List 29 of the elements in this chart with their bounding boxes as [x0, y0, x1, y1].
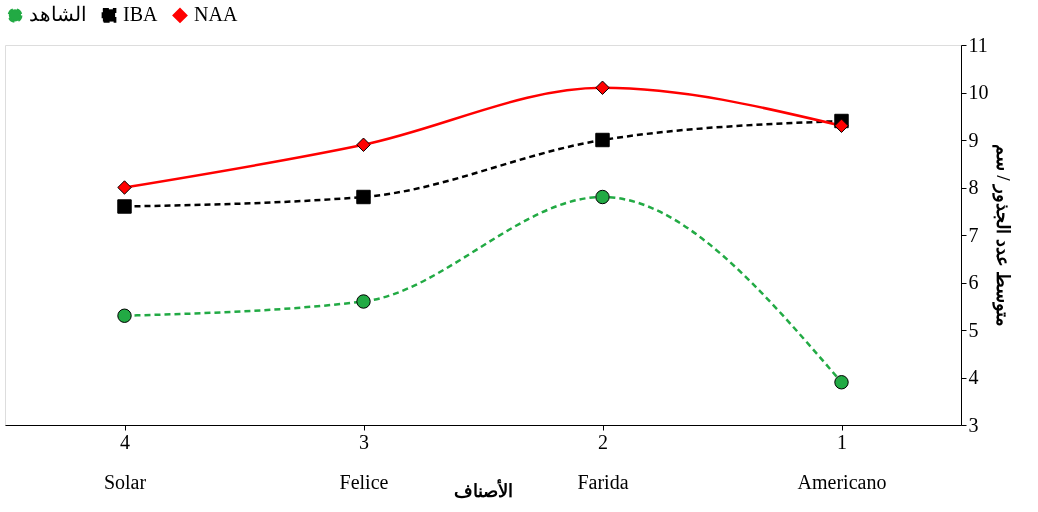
point — [356, 294, 371, 309]
y-axis-title: متوسط عدد الجذور / سم — [991, 143, 1013, 328]
point — [834, 118, 849, 133]
point — [117, 308, 132, 323]
point — [356, 189, 371, 205]
x-tick-label: 4 Solar — [103, 430, 147, 493]
legend-label: IBA — [123, 3, 158, 26]
y-tick-label: 7 — [968, 223, 979, 246]
y-tick-label: 9 — [968, 128, 979, 151]
x-tick-label: 2 Farida — [577, 430, 629, 493]
point — [595, 189, 610, 205]
y-tick-label: 10 — [968, 81, 989, 103]
y-tick-label: 3 — [968, 413, 979, 436]
x-axis-title: الأصناف — [454, 478, 513, 501]
y-tick-label: 11 — [968, 33, 988, 56]
point — [834, 375, 849, 390]
y-tick-label: 6 — [968, 271, 979, 293]
y-tick-label: 8 — [968, 176, 979, 198]
point — [356, 137, 371, 152]
legend-label: الشاهد — [29, 3, 87, 26]
x-tick-label: 1 Americano — [797, 430, 887, 493]
y-tick-label: 5 — [968, 318, 979, 341]
x-tick-label: 3 Felice — [339, 430, 389, 493]
point — [595, 80, 610, 95]
point — [595, 132, 610, 148]
point — [117, 180, 132, 195]
y-tick-label: 4 — [968, 366, 979, 388]
point — [117, 199, 132, 214]
legend-label: NAA — [194, 3, 238, 26]
